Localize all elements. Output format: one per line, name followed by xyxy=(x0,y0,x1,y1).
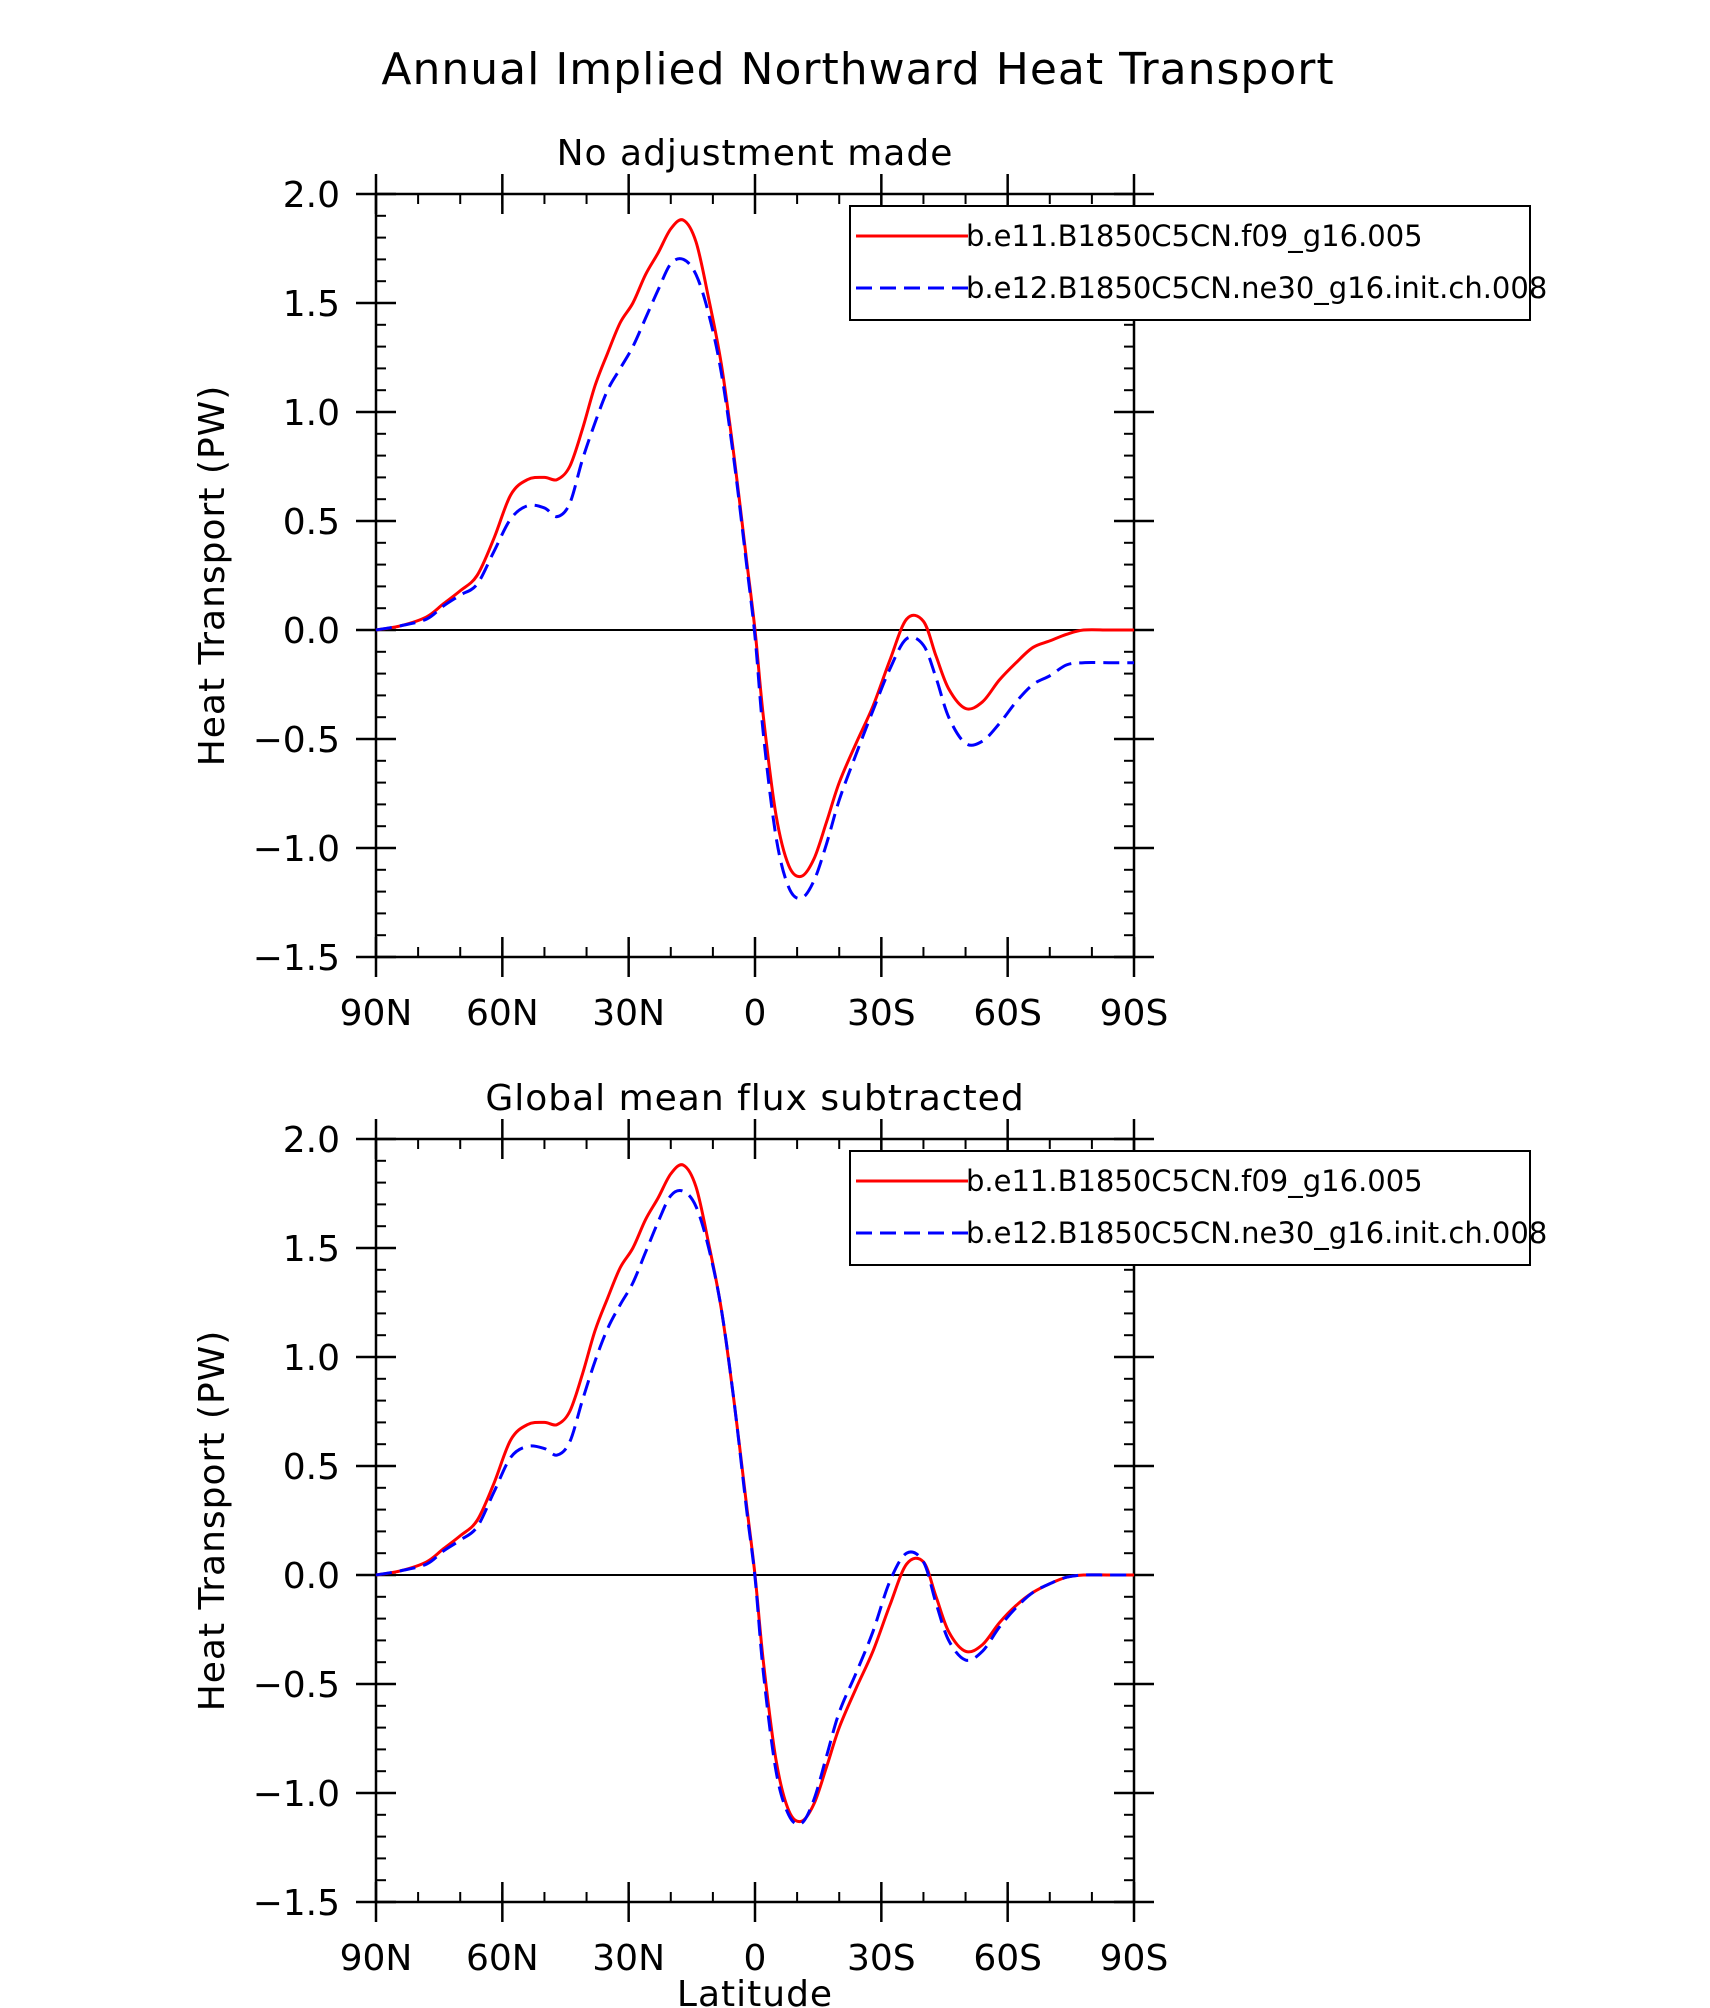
y-tick-label: −0.5 xyxy=(253,1665,340,1706)
y-tick-label: −1.5 xyxy=(253,1883,340,1924)
plot-frame xyxy=(374,1137,1136,1904)
y-tick-label: −0.5 xyxy=(253,720,340,761)
x-tick-label: 0 xyxy=(744,993,767,1034)
figure-title: Annual Implied Northward Heat Transport xyxy=(381,44,1334,95)
legend: b.e11.B1850C5CN.f09_g16.005 b.e12.B1850C5… xyxy=(849,205,1547,321)
y-tick-label: 2.0 xyxy=(283,175,340,216)
legend-entry-2: b.e12.B1850C5CN.ne30_g16.init.ch.008 xyxy=(966,1216,1547,1250)
legend-entry-1: b.e11.B1850C5CN.f09_g16.005 xyxy=(966,219,1423,253)
x-tick-label: 90N xyxy=(340,1938,413,1979)
y-tick-label: 0.0 xyxy=(283,611,340,652)
y-tick-label: 2.0 xyxy=(283,1120,340,1161)
x-tick-label: 60N xyxy=(466,1938,539,1979)
legend-box xyxy=(849,205,1531,321)
series-line-2 xyxy=(375,257,1134,900)
x-tick-label: 30N xyxy=(592,1938,665,1979)
x-tick-label: 30S xyxy=(847,1938,916,1979)
panel-global-mean-subtracted: Global mean flux subtracted 2.0 1.5 1.0 0.5 0… xyxy=(192,1078,1547,2008)
y-tick-label: 1.0 xyxy=(283,393,340,434)
x-tick-label: 90S xyxy=(1100,1938,1169,1979)
plot-frame xyxy=(374,192,1136,959)
legend-entry-1: b.e11.B1850C5CN.f09_g16.005 xyxy=(966,1164,1423,1198)
panel-title: No adjustment made xyxy=(557,133,954,174)
y-tick-label: 0.5 xyxy=(283,1447,340,1488)
y-tick-label: 0.0 xyxy=(283,1556,340,1597)
y-tick-label: 1.0 xyxy=(283,1338,340,1379)
y-tick-label: 1.5 xyxy=(283,284,340,325)
x-tick-label: 90N xyxy=(340,993,413,1034)
legend-box xyxy=(849,1150,1531,1266)
y-axis-label: Heat Transport (PW) xyxy=(192,1330,233,1712)
y-tick-label: 1.5 xyxy=(283,1229,340,1270)
x-tick-label: 60S xyxy=(973,993,1042,1034)
y-tick-label: −1.0 xyxy=(253,1774,340,1815)
x-tick-label: 60S xyxy=(973,1938,1042,1979)
y-tick-label: −1.5 xyxy=(253,938,340,979)
y-axis-label: Heat Transport (PW) xyxy=(192,385,233,767)
x-axis-label: Latitude xyxy=(677,1974,833,2008)
x-tick-label: 30N xyxy=(592,993,665,1034)
panel-no-adjustment: No adjustment made 2.0 1.5 1.0 0.5 0.0 −0.5 −1.… xyxy=(192,133,1547,1034)
series-line-2 xyxy=(375,1189,1134,1826)
y-tick-label: 0.5 xyxy=(283,502,340,543)
legend-entry-2: b.e12.B1850C5CN.ne30_g16.init.ch.008 xyxy=(966,271,1547,305)
panel-title: Global mean flux subtracted xyxy=(485,1078,1024,1119)
y-tick-label: −1.0 xyxy=(253,829,340,870)
x-tick-label: 30S xyxy=(847,993,916,1034)
x-tick-label: 60N xyxy=(466,993,539,1034)
legend: b.e11.B1850C5CN.f09_g16.005 b.e12.B1850C5… xyxy=(849,1150,1547,1266)
x-tick-label: 0 xyxy=(744,1938,767,1979)
x-tick-label: 90S xyxy=(1100,993,1169,1034)
